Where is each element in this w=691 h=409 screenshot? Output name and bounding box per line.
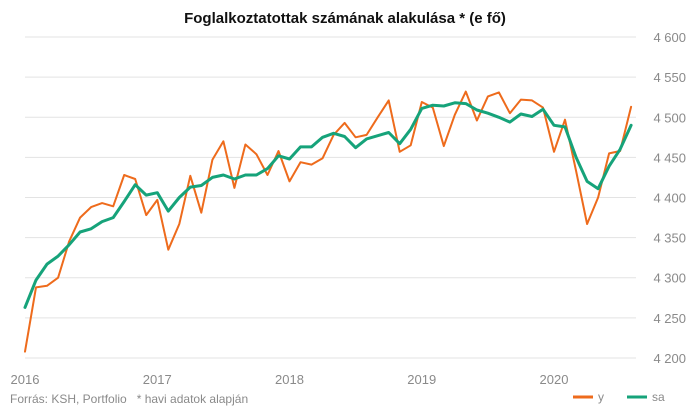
y-tick-label: 4 500 (653, 110, 686, 125)
x-axis-ticks: 2016 2017 2018 2019 2020 (11, 372, 569, 387)
x-tick-label: 2017 (143, 372, 172, 387)
series-lines (23, 90, 633, 353)
x-tick-label: 2019 (407, 372, 436, 387)
source-note: Forrás: KSH, Portfolio * havi adatok ala… (10, 392, 248, 406)
legend: y sa (573, 390, 665, 404)
chart-title: Foglalkoztatottak számának alakulása * (… (184, 10, 506, 27)
legend-label-sa: sa (652, 390, 665, 404)
y-tick-label: 4 600 (653, 30, 686, 45)
y-tick-label: 4 250 (653, 311, 686, 326)
series-line-y (24, 90, 633, 353)
y-tick-label: 4 350 (653, 231, 686, 246)
y-tick-label: 4 450 (653, 150, 686, 165)
y-axis-ticks: 4 200 4 250 4 300 4 350 4 400 4 450 4 500 4 550… (653, 30, 686, 366)
y-tick-label: 4 300 (653, 271, 686, 286)
x-tick-label: 2018 (275, 372, 304, 387)
x-tick-label: 2016 (11, 372, 40, 387)
y-tick-label: 4 200 (653, 351, 686, 366)
x-tick-label: 2020 (540, 372, 569, 387)
y-tick-label: 4 400 (653, 190, 686, 205)
series-line-sa (23, 101, 633, 309)
legend-label-y: y (598, 390, 604, 404)
y-tick-label: 4 550 (653, 70, 686, 85)
